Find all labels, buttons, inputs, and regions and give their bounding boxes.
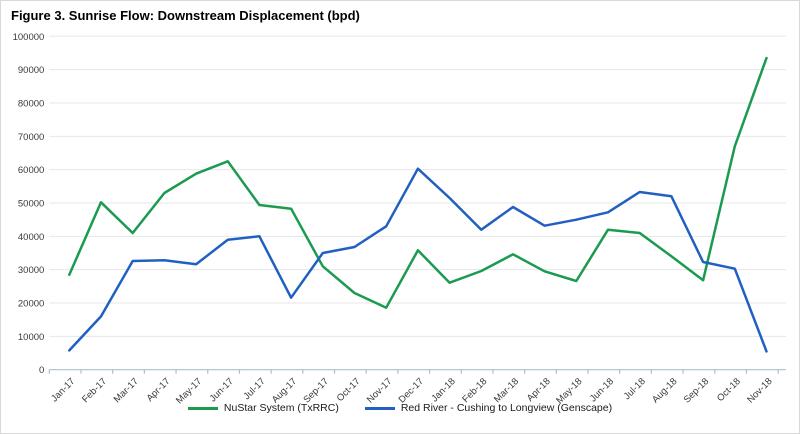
y-axis-label: 20000 bbox=[18, 299, 44, 310]
x-axis-label: Feb-18 bbox=[460, 376, 489, 405]
nustar-series-line bbox=[68, 56, 768, 309]
x-axis-label: Oct-17 bbox=[335, 376, 363, 404]
y-axis-label: 90000 bbox=[18, 65, 44, 76]
x-axis-label: Mar-18 bbox=[492, 376, 521, 405]
x-axis-label: Apr-18 bbox=[525, 376, 553, 404]
x-axis-label: Mar-17 bbox=[112, 376, 141, 405]
y-axis-label: 40000 bbox=[18, 232, 44, 243]
legend-item-nustar: NuStar System (TxRRC) bbox=[187, 402, 339, 414]
y-axis-label: 80000 bbox=[18, 98, 44, 109]
y-axis-label: 60000 bbox=[18, 165, 44, 176]
x-axis-label: Jul-18 bbox=[622, 376, 648, 402]
y-axis-label: 50000 bbox=[18, 199, 44, 210]
y-axis-label: 70000 bbox=[18, 132, 44, 143]
nustar-series-swatch bbox=[187, 406, 218, 410]
x-axis-label: Apr-17 bbox=[145, 376, 173, 404]
chart-title: Figure 3. Sunrise Flow: Downstream Displ… bbox=[11, 8, 360, 23]
x-axis-label: Jan-18 bbox=[429, 376, 457, 404]
x-axis-label: Jun-18 bbox=[588, 376, 616, 404]
x-axis-label: Feb-17 bbox=[80, 376, 109, 405]
x-axis-label: Jan-17 bbox=[49, 376, 77, 404]
y-axis-label: 100000 bbox=[13, 32, 45, 43]
legend-label-nustar: NuStar System (TxRRC) bbox=[223, 402, 339, 414]
y-axis-label: 30000 bbox=[18, 265, 44, 276]
x-axis-label: Jul-17 bbox=[241, 376, 267, 402]
redriver-series-swatch bbox=[364, 406, 395, 410]
legend: NuStar System (TxRRC) Red River - Cushin… bbox=[1, 402, 799, 414]
y-axis-label: 10000 bbox=[18, 332, 44, 343]
x-axis-label: Jun-17 bbox=[208, 376, 236, 404]
x-axis-label: Oct-18 bbox=[715, 376, 743, 404]
legend-item-redriver: Red River - Cushing to Longview (Genscap… bbox=[364, 402, 613, 414]
redriver-series-line bbox=[68, 167, 768, 353]
y-axis-label: 0 bbox=[39, 365, 44, 376]
legend-label-redriver: Red River - Cushing to Longview (Genscap… bbox=[400, 402, 613, 414]
